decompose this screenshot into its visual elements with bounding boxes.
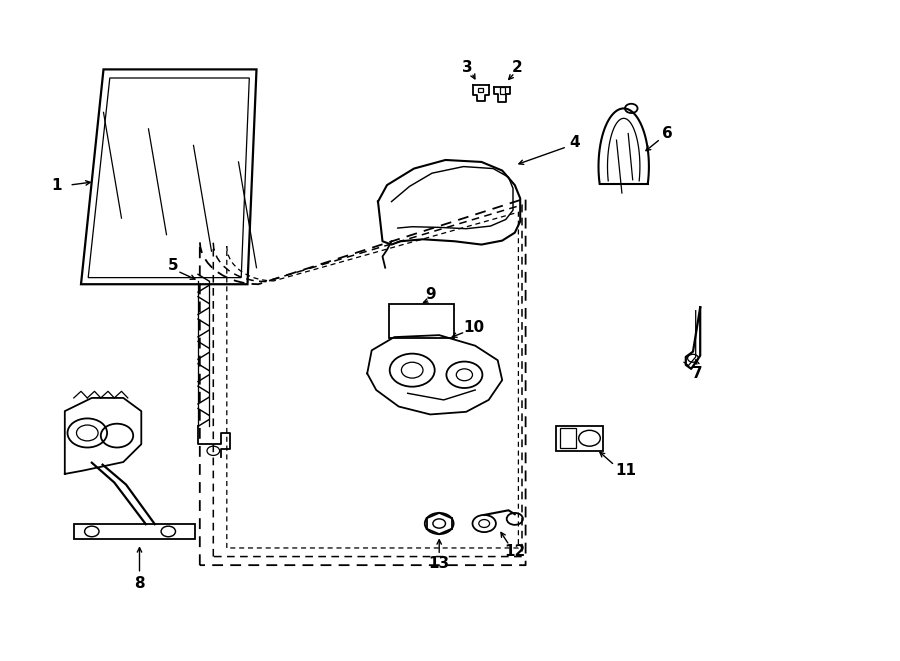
Text: 10: 10: [464, 320, 485, 334]
Text: 9: 9: [425, 288, 436, 302]
Text: 4: 4: [569, 135, 580, 149]
Bar: [560, 428, 576, 448]
Text: 12: 12: [504, 545, 526, 559]
Text: 3: 3: [462, 60, 472, 75]
Text: 6: 6: [662, 126, 673, 141]
Bar: [389, 304, 454, 338]
Text: 5: 5: [167, 258, 178, 273]
Text: 11: 11: [615, 463, 636, 478]
Bar: [74, 524, 195, 539]
Text: 1: 1: [51, 178, 62, 192]
Text: 8: 8: [134, 576, 145, 590]
Bar: [478, 88, 483, 93]
Text: 7: 7: [692, 366, 703, 381]
Bar: [556, 426, 603, 451]
Text: 13: 13: [428, 556, 450, 570]
Circle shape: [688, 354, 698, 362]
Bar: [500, 87, 505, 94]
Text: 2: 2: [512, 60, 523, 75]
